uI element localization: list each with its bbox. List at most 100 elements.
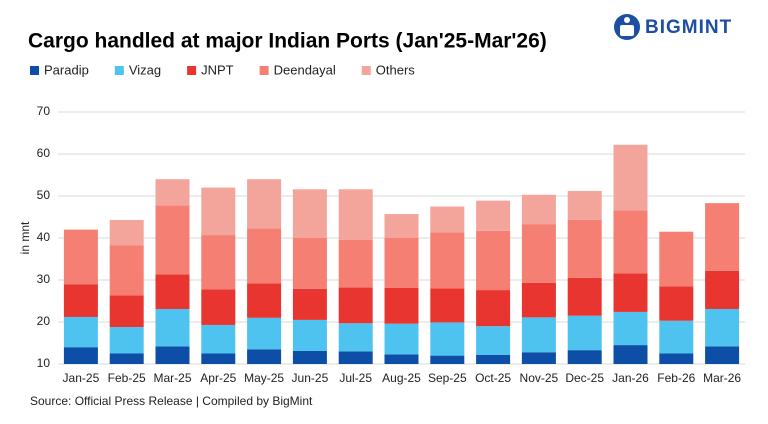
- bar-segment: [201, 187, 236, 236]
- bar-segment: [430, 288, 465, 323]
- legend-swatch: [187, 66, 197, 75]
- bar-segment: [384, 238, 419, 288]
- bar-segment: [201, 324, 236, 354]
- bar-segment: [63, 284, 98, 317]
- x-tick-label: Sep-25: [428, 371, 467, 385]
- bar-segment: [201, 353, 236, 364]
- bar-segment: [567, 277, 602, 316]
- bar-segment: [155, 346, 190, 364]
- bar-segment: [613, 210, 648, 274]
- bar-segment: [567, 315, 602, 351]
- x-tick-label: Aug-25: [382, 371, 421, 385]
- y-tick-label: 10: [37, 356, 51, 370]
- x-tick-label: Oct-25: [475, 371, 511, 385]
- bar-segment: [292, 319, 327, 351]
- bar-segment: [430, 232, 465, 289]
- bar-segment: [338, 239, 373, 288]
- bar-segment: [430, 322, 465, 356]
- x-tick-label: Jul-25: [339, 371, 372, 385]
- bar-segment: [659, 320, 694, 354]
- bar-segment: [613, 311, 648, 346]
- bar-segment: [292, 238, 327, 289]
- bar-segment: [384, 214, 419, 238]
- bar-segment: [705, 308, 740, 347]
- bar-segment: [155, 179, 190, 206]
- bar-segment: [155, 308, 190, 347]
- x-tick-label: Jan-26: [612, 371, 649, 385]
- x-tick-label: May-25: [244, 371, 284, 385]
- x-tick-label: Nov-25: [520, 371, 559, 385]
- bar-segment: [155, 205, 190, 275]
- logo-icon-body: [620, 25, 634, 36]
- bar-segment: [292, 350, 327, 364]
- bar-segment: [247, 179, 282, 229]
- bar-segment: [521, 224, 556, 283]
- bar-segment: [659, 353, 694, 364]
- y-tick-label: 50: [37, 188, 51, 202]
- bar-segment: [521, 317, 556, 353]
- bar-segment: [521, 194, 556, 225]
- source: Source: Official Press Release | Compile…: [30, 394, 313, 408]
- bar-segment: [292, 189, 327, 238]
- legend-label: Others: [376, 62, 416, 77]
- x-tick-label: Feb-25: [108, 371, 146, 385]
- bar-segment: [384, 323, 419, 355]
- legend-label: Deendayal: [274, 62, 336, 77]
- bar-segment: [109, 327, 144, 354]
- bar-segment: [476, 354, 511, 364]
- bar-segment: [292, 288, 327, 320]
- chart-title: Cargo handled at major Indian Ports (Jan…: [28, 30, 547, 53]
- bar-segment: [476, 326, 511, 355]
- bar-segment: [63, 229, 98, 285]
- bar-segment: [63, 316, 98, 348]
- x-tick-label: Apr-25: [200, 371, 236, 385]
- x-tick-label: Mar-26: [703, 371, 741, 385]
- bar-segment: [476, 200, 511, 231]
- bar-segment: [247, 317, 282, 350]
- bar-segment: [247, 283, 282, 318]
- y-tick-label: 60: [37, 146, 51, 160]
- bar-segment: [659, 231, 694, 287]
- bar-segment: [109, 295, 144, 328]
- bar-segment: [705, 203, 740, 271]
- x-tick-label: Jun-25: [292, 371, 329, 385]
- bar-segment: [430, 355, 465, 364]
- logo-text: BIGMINT: [645, 17, 732, 38]
- bar-segment: [109, 353, 144, 364]
- bar-segment: [613, 273, 648, 312]
- bar-segment: [567, 219, 602, 278]
- bar-segment: [247, 349, 282, 364]
- legend-label: Vizag: [129, 62, 161, 77]
- logo: BIGMINT: [614, 14, 732, 40]
- bar-segment: [384, 287, 419, 324]
- legend-swatch: [259, 66, 269, 75]
- x-tick-label: Jan-25: [63, 371, 100, 385]
- y-tick-label: 30: [37, 272, 51, 286]
- y-tick-label: 40: [37, 230, 51, 244]
- bar-segment: [430, 206, 465, 233]
- bar-segment: [63, 347, 98, 364]
- bar-segment: [109, 219, 144, 246]
- x-tick-label: Dec-25: [565, 371, 604, 385]
- bar-segment: [384, 354, 419, 364]
- y-tick-label: 70: [37, 104, 51, 118]
- bar-segment: [155, 274, 190, 309]
- bar-segment: [338, 287, 373, 324]
- bar-segment: [109, 245, 144, 296]
- bar-segment: [247, 228, 282, 284]
- bar-segment: [521, 352, 556, 364]
- legend-label: Paradip: [44, 62, 89, 77]
- bar-segment: [567, 350, 602, 364]
- bar-segment: [613, 144, 648, 211]
- bar-segment: [201, 289, 236, 325]
- legend-swatch: [361, 66, 371, 75]
- logo-icon-head: [624, 17, 630, 23]
- x-tick-label: Mar-25: [153, 371, 191, 385]
- bar-segment: [338, 323, 373, 352]
- x-tick-label: Feb-26: [657, 371, 695, 385]
- y-axis-label: in mnt: [18, 221, 32, 254]
- bar-segment: [338, 189, 373, 240]
- legend-swatch: [114, 66, 124, 75]
- bar-segment: [659, 286, 694, 321]
